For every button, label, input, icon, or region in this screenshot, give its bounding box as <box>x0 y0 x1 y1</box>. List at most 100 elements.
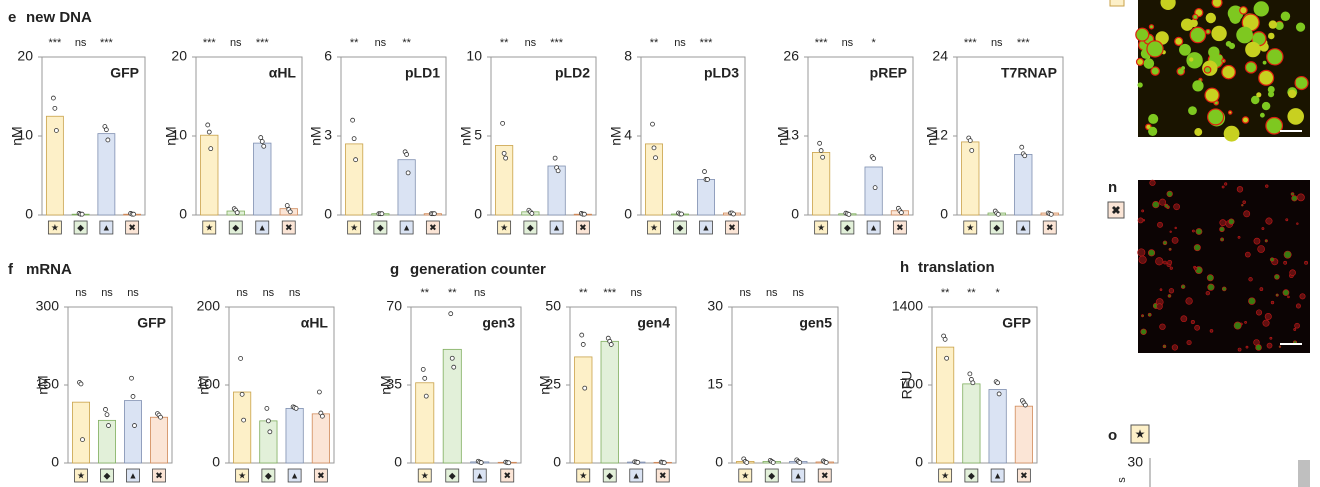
droplet <box>1267 49 1283 65</box>
replicate-point <box>997 392 1001 396</box>
significance-label: * <box>871 37 876 49</box>
droplet <box>1137 82 1142 87</box>
replicate-point <box>943 337 947 341</box>
droplet <box>1265 240 1267 242</box>
droplet <box>1152 201 1159 208</box>
droplet <box>1230 13 1241 24</box>
category-label: ▲ <box>632 470 641 480</box>
category-label: ▲ <box>552 222 561 232</box>
category-label: ✖ <box>1020 470 1028 480</box>
replicate-point <box>996 381 1000 385</box>
category-label: ◆ <box>77 222 84 232</box>
replicate-point <box>872 156 876 160</box>
replicate-point <box>1020 145 1024 149</box>
y-tick-label: 0 <box>624 206 632 222</box>
droplet <box>1141 315 1143 317</box>
replicate-point <box>847 212 851 216</box>
category-label: ✖ <box>155 470 163 480</box>
y-tick-label: 30 <box>1127 454 1143 470</box>
category-label: ◆ <box>449 470 456 480</box>
category-label: ✖ <box>579 222 587 232</box>
category-label: ▲ <box>1019 222 1028 232</box>
replicate-point <box>107 424 111 428</box>
droplet <box>1207 275 1213 281</box>
bar <box>286 408 303 463</box>
y-tick-label: 30 <box>707 298 723 314</box>
droplet <box>1169 288 1174 293</box>
droplet <box>1204 67 1211 74</box>
bar <box>312 414 329 463</box>
category-label: ▲ <box>129 470 138 480</box>
replicate-point <box>131 394 135 398</box>
bar-partial <box>1298 460 1310 487</box>
droplet <box>1170 231 1172 233</box>
category-label: ★ <box>205 222 213 232</box>
replicate-point <box>821 155 825 159</box>
significance-label: ns <box>75 37 87 49</box>
droplet <box>1245 321 1247 323</box>
droplet <box>1240 7 1247 14</box>
significance-label: ** <box>967 287 976 299</box>
bar <box>233 392 250 463</box>
droplet <box>1267 343 1272 348</box>
significance-label: *** <box>964 37 978 49</box>
droplet <box>1186 298 1193 305</box>
bar <box>1015 154 1032 215</box>
droplet <box>1242 117 1248 123</box>
y-axis-label: nM <box>775 126 791 145</box>
droplet <box>1208 284 1215 291</box>
droplet <box>1190 19 1198 27</box>
significance-label: ns <box>474 287 486 299</box>
replicate-point <box>732 212 736 216</box>
droplet <box>1208 109 1224 125</box>
y-tick-label: 70 <box>386 298 402 314</box>
droplet <box>1245 252 1250 257</box>
bar <box>601 341 618 463</box>
replicate-point <box>654 156 658 160</box>
icon: ★ <box>1135 427 1146 441</box>
replicate-point <box>209 147 213 151</box>
replicate-point <box>970 148 974 152</box>
category-label: ★ <box>238 470 246 480</box>
replicate-point <box>818 141 822 145</box>
droplet <box>1254 238 1260 244</box>
droplet <box>1296 78 1303 85</box>
droplet <box>1304 261 1307 264</box>
y-tick-label: 0 <box>791 206 799 222</box>
replicate-point <box>105 413 109 417</box>
replicate-point <box>1049 212 1053 216</box>
replicate-point <box>745 460 749 464</box>
chart-title: T7RNAP <box>1001 65 1057 81</box>
replicate-point <box>380 212 384 216</box>
y-tick-label: 200 <box>197 298 221 314</box>
bar <box>150 417 167 463</box>
category-label: ★ <box>966 222 974 232</box>
replicate-point <box>502 151 506 155</box>
category-label: ▲ <box>869 222 878 232</box>
category-label: ▲ <box>290 470 299 480</box>
replicate-point <box>235 211 239 215</box>
replicate-point <box>424 394 428 398</box>
replicate-point <box>265 406 269 410</box>
droplet <box>1167 191 1173 197</box>
droplet <box>1256 310 1261 315</box>
droplet <box>1169 248 1171 250</box>
droplet <box>1181 66 1185 70</box>
category-label: ◆ <box>377 222 384 232</box>
scale-bar <box>1280 343 1302 345</box>
droplet <box>1163 345 1166 348</box>
droplet <box>1296 23 1305 32</box>
y-tick-label: 0 <box>179 206 187 222</box>
bar <box>865 167 882 215</box>
bar <box>1015 406 1032 463</box>
droplet <box>1194 267 1197 270</box>
droplet <box>1270 337 1272 339</box>
significance-label: ** <box>402 37 411 49</box>
droplet <box>1206 291 1210 295</box>
replicate-point <box>53 106 57 110</box>
droplet <box>1220 220 1226 226</box>
replicate-point <box>771 460 775 464</box>
replicate-point <box>51 96 55 100</box>
droplet <box>1269 20 1277 28</box>
replicate-point <box>294 406 298 410</box>
